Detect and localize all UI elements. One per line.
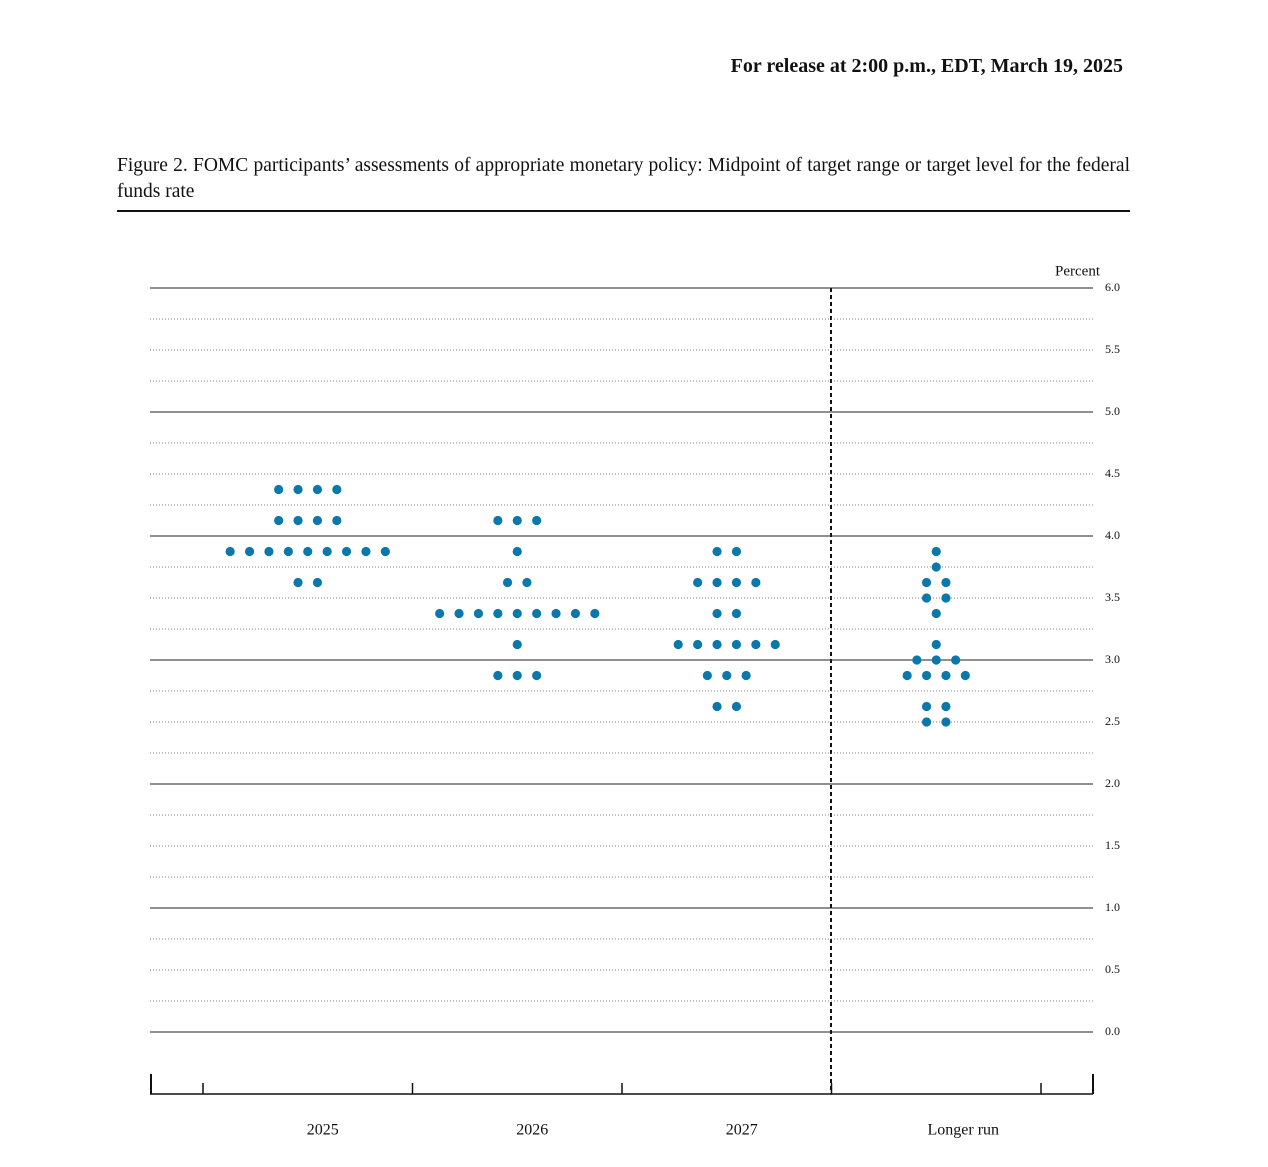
dot [731,546,742,557]
dot [512,515,522,526]
y-tick-label: 5.0 [1105,404,1120,418]
dot [435,608,445,619]
dot [770,639,780,650]
dot [293,515,303,526]
dot [741,670,751,681]
dot [921,577,932,588]
dot [941,717,951,727]
dot [751,639,761,650]
dot [264,546,274,557]
x-tick-label: 2025 [307,1122,339,1139]
dot [380,546,390,557]
y-tick-label: 1.0 [1105,900,1120,914]
dot [454,608,464,619]
dot [473,608,484,619]
dot [712,577,722,588]
dot [921,670,932,681]
dot [931,639,941,650]
dot [502,577,513,588]
dot [512,670,522,681]
dot [951,655,961,665]
dot [522,577,532,588]
dot [274,484,284,495]
y-tick-label: 3.5 [1105,590,1120,604]
dot [941,701,951,712]
dot [283,546,293,557]
dot [332,484,342,495]
dot [274,515,284,526]
dot [312,484,323,495]
dot [693,577,703,588]
dot [570,608,581,619]
x-tick-label: 2026 [516,1122,548,1139]
dot [512,639,522,650]
dot [293,484,303,495]
dot [751,577,761,588]
dot [532,608,542,619]
dot [712,639,722,650]
dot [551,608,561,619]
dot [493,515,503,526]
dot [532,670,542,681]
dot [902,670,912,681]
dot [361,546,371,557]
dot [931,608,941,619]
dot [931,655,941,665]
dot [722,670,732,681]
y-tick-label: 4.5 [1105,466,1120,480]
dot [921,593,932,603]
dot [941,593,951,603]
dot [532,515,542,526]
dot [244,546,255,557]
figure-caption: Figure 2. FOMC participants’ assessments… [117,155,1130,202]
dot [941,577,951,588]
dot [341,546,352,557]
dot [493,608,503,619]
dot [312,515,323,526]
y-tick-label: 6.0 [1105,280,1120,294]
dot [590,608,600,619]
dot [731,701,742,712]
dot [312,577,323,588]
y-tick-label: 4.0 [1105,528,1120,542]
dot [921,717,932,727]
dot [731,639,742,650]
dot [493,670,503,681]
dot [322,546,332,557]
release-note: For release at 2:00 p.m., EDT, March 19,… [730,55,1123,77]
dot [512,546,522,557]
dot [693,639,703,650]
y-tick-label: 1.5 [1105,838,1120,852]
dot [712,546,722,557]
dot [225,546,235,557]
dot [702,670,712,681]
dot [712,608,722,619]
dot [931,562,941,572]
y-tick-label: 0.0 [1105,1024,1120,1038]
y-axis-label: Percent [1055,263,1101,279]
dot [303,546,313,557]
dot [731,577,742,588]
dot [912,655,922,665]
dot [921,701,932,712]
x-tick-label: 2027 [726,1122,758,1139]
dot [293,577,303,588]
dot [941,670,951,681]
y-tick-label: 5.5 [1105,342,1120,356]
dot [712,701,722,712]
dot [960,670,970,681]
dot [673,639,683,650]
dot [931,546,941,557]
dot [731,608,742,619]
y-tick-label: 2.0 [1105,776,1120,790]
dot [512,608,522,619]
y-tick-label: 3.0 [1105,652,1120,666]
dot [332,515,342,526]
x-tick-label: Longer run [927,1122,999,1139]
caption-rule [117,210,1130,212]
y-tick-label: 2.5 [1105,714,1120,728]
y-tick-label: 0.5 [1105,962,1120,976]
